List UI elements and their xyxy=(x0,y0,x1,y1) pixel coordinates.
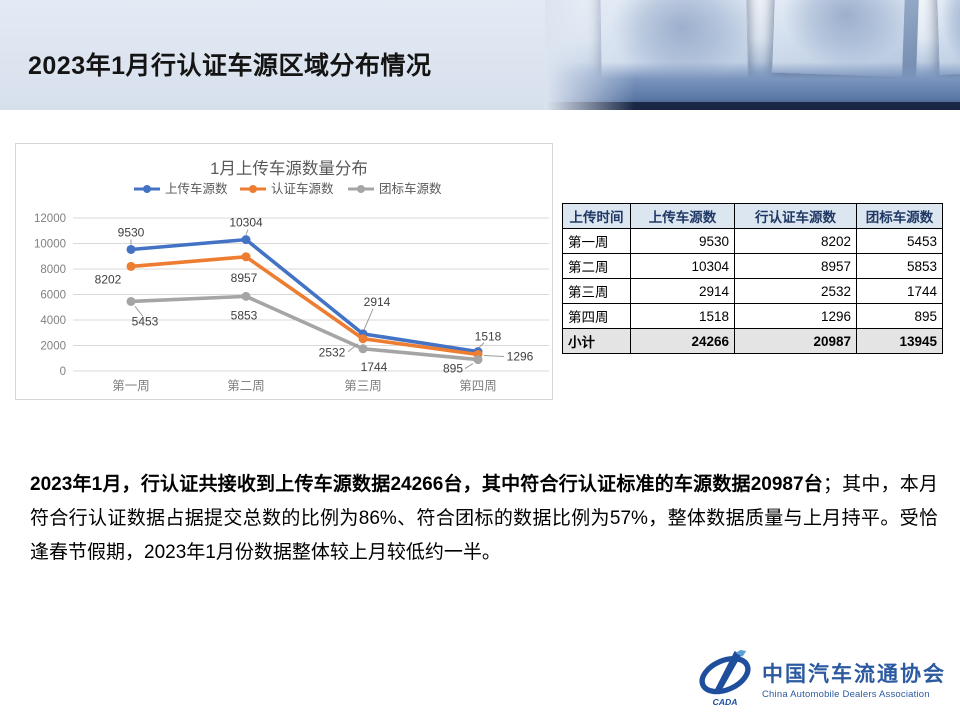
svg-text:8202: 8202 xyxy=(95,272,122,286)
svg-text:5453: 5453 xyxy=(132,314,159,328)
cell-upload: 10304 xyxy=(630,253,735,279)
table-row: 第二周 10304 8957 5853 xyxy=(562,253,943,279)
svg-text:4000: 4000 xyxy=(40,315,66,327)
summary-table: 上传时间 上传车源数 行认证车源数 团标车源数 第一周 9530 8202 54… xyxy=(562,203,943,354)
cell-upload: 1518 xyxy=(630,303,735,329)
cell-upload: 9530 xyxy=(630,228,735,254)
row-label: 第三周 xyxy=(562,278,631,304)
svg-text:第三周: 第三周 xyxy=(344,379,382,393)
svg-text:2914: 2914 xyxy=(364,295,391,309)
svg-text:895: 895 xyxy=(443,362,463,376)
photo-dark-strip xyxy=(545,102,960,110)
cell-certified: 2532 xyxy=(734,278,857,304)
svg-text:10304: 10304 xyxy=(229,216,263,230)
svg-text:10000: 10000 xyxy=(34,239,66,251)
header-photo-cubes xyxy=(545,0,960,110)
svg-text:5853: 5853 xyxy=(231,308,258,322)
summary-regular-text: ；其中，本月符合行认证数据占据提交总数的比例为86%、符合团标的数据比例为57%… xyxy=(30,474,938,563)
cell-group: 895 xyxy=(856,303,943,329)
svg-text:0: 0 xyxy=(60,366,66,378)
svg-text:第二周: 第二周 xyxy=(227,379,265,393)
svg-text:2532: 2532 xyxy=(319,346,346,360)
svg-text:9530: 9530 xyxy=(118,225,145,239)
summary-bold-text: 2023年1月，行认证共接收到上传车源数据24266台，其中符合行认证标准的车源… xyxy=(30,474,823,495)
table-row: 第三周 2914 2532 1744 xyxy=(562,278,943,304)
cada-logo-text: CADA xyxy=(712,697,737,707)
col-header: 上传时间 xyxy=(562,203,631,229)
row-label: 小计 xyxy=(562,328,631,354)
table-total-row: 小计 24266 20987 13945 xyxy=(562,328,943,354)
svg-text:1296: 1296 xyxy=(507,349,534,363)
photo-fade xyxy=(545,0,635,110)
svg-text:1月上传车源数量分布: 1月上传车源数量分布 xyxy=(210,159,368,178)
svg-text:第四周: 第四周 xyxy=(459,379,497,393)
col-header: 团标车源数 xyxy=(856,203,943,229)
cell-group: 5453 xyxy=(856,228,943,254)
row-label: 第二周 xyxy=(562,253,631,279)
svg-text:认证车源数: 认证车源数 xyxy=(271,181,334,196)
org-name-cn: 中国汽车流通协会 xyxy=(762,663,946,686)
svg-text:2000: 2000 xyxy=(40,341,66,353)
cell-certified: 8202 xyxy=(734,228,857,254)
cell-upload-total: 24266 xyxy=(630,328,735,354)
col-header: 行认证车源数 xyxy=(734,203,857,229)
cell-certified-total: 20987 xyxy=(734,328,857,354)
cell-certified: 8957 xyxy=(734,253,857,279)
table-row: 第四周 1518 1296 895 xyxy=(562,303,943,329)
summary-paragraph: 2023年1月，行认证共接收到上传车源数据24266台，其中符合行认证标准的车源… xyxy=(30,468,938,570)
chart-card: 1月上传车源数量分布上传车源数 认证车源数 团标车源数 0 2000 4000 6000 80… xyxy=(15,143,553,400)
cell-certified: 1296 xyxy=(734,303,857,329)
cell-group-total: 13945 xyxy=(856,328,943,354)
svg-text:1518: 1518 xyxy=(475,330,502,344)
table-header-row: 上传时间 上传车源数 行认证车源数 团标车源数 xyxy=(562,203,943,229)
svg-text:8000: 8000 xyxy=(40,264,66,276)
page-title: 2023年1月行认证车源区域分布情况 xyxy=(28,52,432,80)
cell-upload: 2914 xyxy=(630,278,735,304)
row-label: 第一周 xyxy=(562,228,631,254)
org-names: 中国汽车流通协会 China Automobile Dealers Associ… xyxy=(762,658,946,700)
row-label: 第四周 xyxy=(562,303,631,329)
cada-logo-icon: CADA xyxy=(699,650,751,707)
svg-text:6000: 6000 xyxy=(40,290,66,302)
cell-group: 1744 xyxy=(856,278,943,304)
svg-text:8957: 8957 xyxy=(231,271,258,285)
svg-text:团标车源数: 团标车源数 xyxy=(379,181,442,196)
svg-text:12000: 12000 xyxy=(34,213,66,225)
org-logo-block: CADA 中国汽车流通协会 China Automobile Dealers A… xyxy=(696,650,946,708)
svg-text:上传车源数: 上传车源数 xyxy=(165,181,228,196)
header-band: 2023年1月行认证车源区域分布情况 xyxy=(0,0,960,110)
svg-text:1744: 1744 xyxy=(361,360,388,374)
table-row: 第一周 9530 8202 5453 xyxy=(562,228,943,254)
svg-text:第一周: 第一周 xyxy=(112,379,150,393)
col-header: 上传车源数 xyxy=(630,203,735,229)
cell-group: 5853 xyxy=(856,253,943,279)
org-name-en: China Automobile Dealers Association xyxy=(762,689,930,700)
